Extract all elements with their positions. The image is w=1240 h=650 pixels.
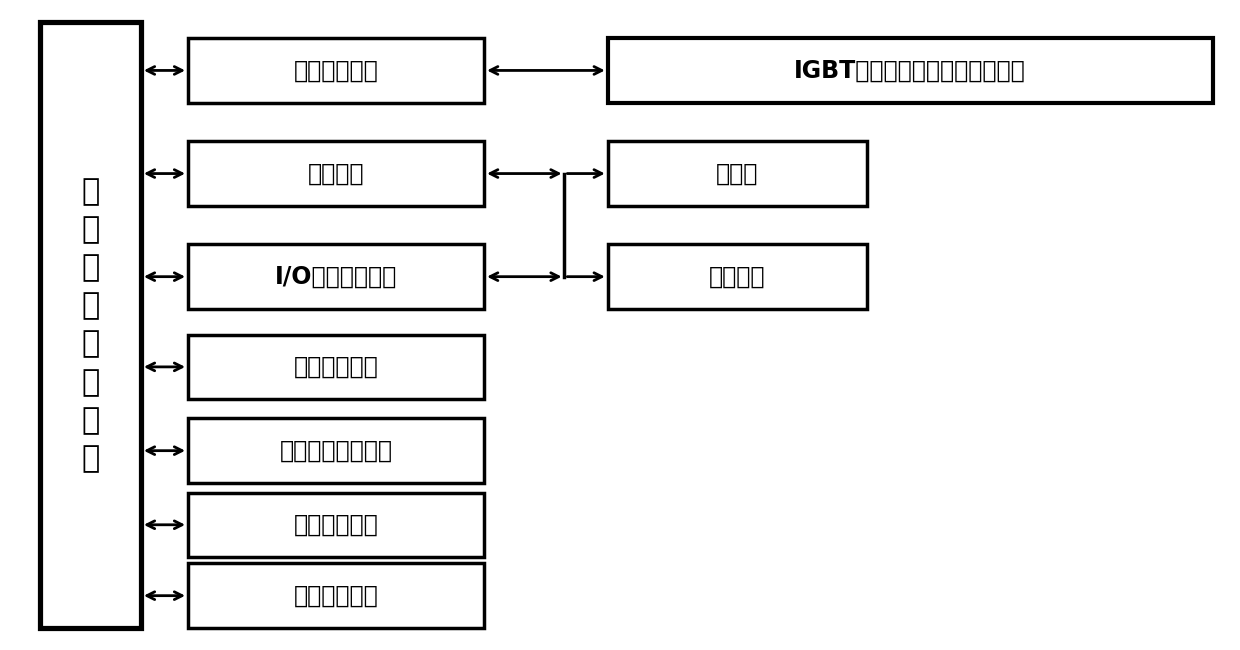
Bar	[188, 419, 484, 483]
Bar	[188, 564, 484, 628]
Bar	[188, 141, 484, 206]
Text: 数
据
通
讯
总
线
电
路: 数 据 通 讯 总 线 电 路	[82, 177, 99, 473]
Text: IGBT芯片为核心的数据处理电路: IGBT芯片为核心的数据处理电路	[794, 58, 1025, 83]
Bar	[188, 335, 484, 399]
Bar	[608, 38, 1213, 103]
Bar	[188, 493, 484, 557]
Bar	[608, 244, 867, 309]
Bar	[608, 141, 867, 206]
Text: 驱动电路: 驱动电路	[308, 162, 365, 185]
Text: 串口通讯电路: 串口通讯电路	[294, 355, 378, 379]
Bar	[188, 38, 484, 103]
Text: 显示器: 显示器	[715, 162, 759, 185]
Text: I/O通讯端口电路: I/O通讯端口电路	[275, 265, 397, 289]
Text: 操作键盘: 操作键盘	[709, 265, 765, 289]
Text: 晶振时钟电路: 晶振时钟电路	[294, 513, 378, 537]
Text: 无线数据通讯电路: 无线数据通讯电路	[279, 439, 393, 463]
Bar	[188, 244, 484, 309]
Bar	[40, 22, 141, 628]
Text: 编码译码电路: 编码译码电路	[294, 584, 378, 608]
Text: 数据缓存电路: 数据缓存电路	[294, 58, 378, 83]
